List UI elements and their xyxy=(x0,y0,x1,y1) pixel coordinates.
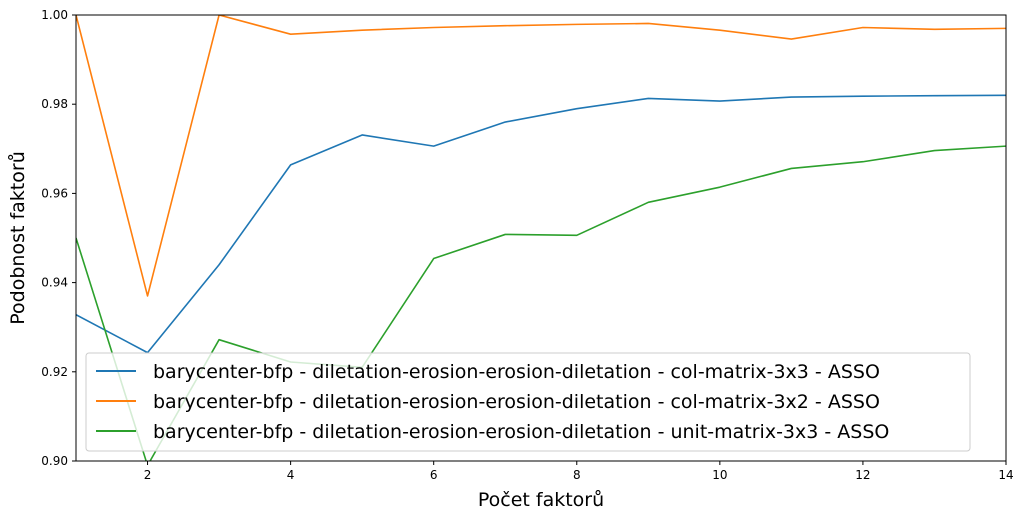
y-axis-label: Podobnost faktorů xyxy=(7,151,29,324)
x-tick-label: 12 xyxy=(855,468,870,482)
y-tick-label: 0.92 xyxy=(41,365,68,379)
plot-frame xyxy=(75,14,1007,462)
legend: barycenter-bfp - diletation-erosion-eros… xyxy=(85,352,971,452)
y-tick-label: 0.94 xyxy=(41,276,68,290)
x-tick-label: 6 xyxy=(430,468,438,482)
x-tick-label: 14 xyxy=(998,468,1013,482)
y-tick-label: 1.00 xyxy=(41,8,68,22)
series-layer xyxy=(76,15,1006,461)
x-tick-label: 10 xyxy=(712,468,727,482)
legend-label-2: barycenter-bfp - diletation-erosion-eros… xyxy=(153,391,880,413)
legend-box xyxy=(85,352,971,452)
legend-label-3: barycenter-bfp - diletation-erosion-eros… xyxy=(153,421,889,443)
y-tick-label: 0.98 xyxy=(41,97,68,111)
x-tick-label: 2 xyxy=(144,468,152,482)
series-line-1 xyxy=(76,94,1006,354)
x-axis: 2 4 6 8 10 12 14 xyxy=(144,461,1014,482)
x-tick-label: 4 xyxy=(287,468,295,482)
y-axis: 0.90 0.92 0.94 0.96 0.98 1.00 xyxy=(41,8,76,468)
y-tick-label: 0.96 xyxy=(41,186,68,200)
legend-label-1: barycenter-bfp - diletation-erosion-eros… xyxy=(153,361,880,383)
series-line-2 xyxy=(76,15,1006,297)
series-line-3 xyxy=(76,145,1006,461)
x-axis-label: Počet faktorů xyxy=(478,489,604,511)
x-tick-label: 8 xyxy=(573,468,581,482)
y-tick-label: 0.90 xyxy=(41,454,68,468)
